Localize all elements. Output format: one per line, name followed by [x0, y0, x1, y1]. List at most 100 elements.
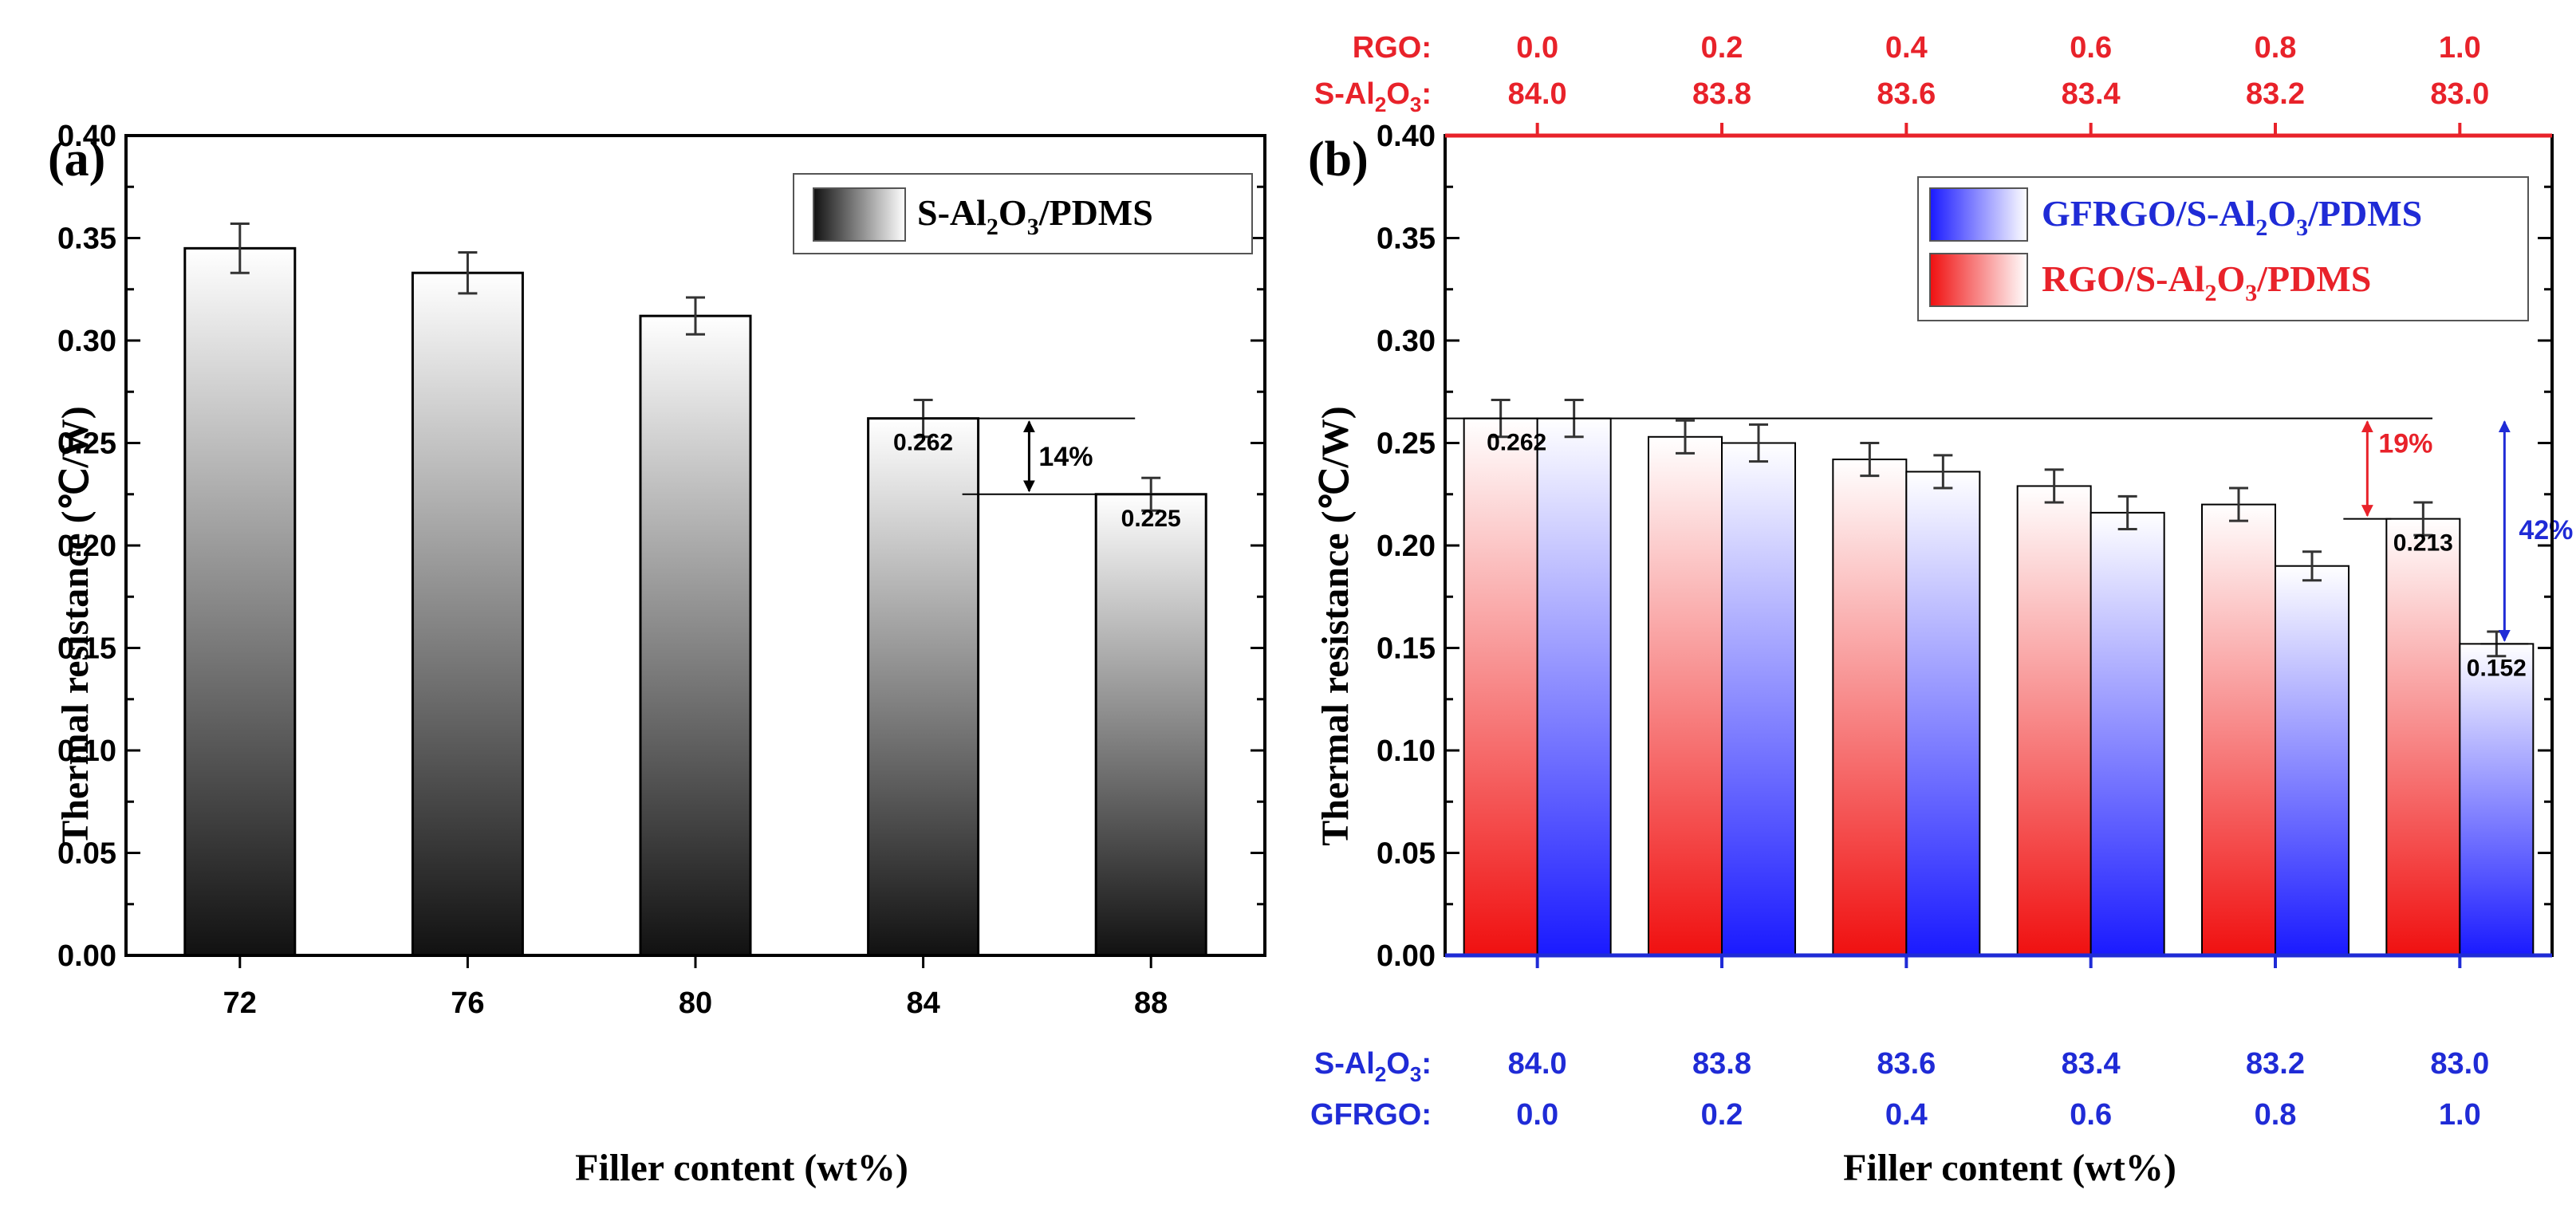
legend-label-gfrgo: GFRGO/S-Al2O3/PDMS — [2042, 193, 2422, 241]
bar-series-s-al2o3-pdms — [183, 246, 1207, 957]
b-ytick-label: 0.30 — [1377, 325, 1436, 358]
annotation-panel-a: 0.262 0.225 14% — [868, 417, 1207, 532]
bar-s-al2o3-pdms-84 — [867, 417, 980, 957]
legend-label-s-al2o3-pdms: S-Al2O3/PDMS — [917, 192, 1153, 240]
bar-rgo-s-al2o3-pdms-2 — [1832, 459, 1908, 956]
a-ytick-label: 0.00 — [57, 939, 116, 973]
bar-gfrgo-s-al2o3-pdms-3 — [2090, 511, 2165, 956]
b-ytick-label: 0.15 — [1377, 632, 1436, 666]
bottom-tick-s-al2o3: 83.2 — [2246, 1047, 2305, 1081]
y-axis-title-a: Thermal resistance (℃/W) — [54, 406, 97, 846]
error-bars-panel-b — [1491, 399, 2507, 658]
plot-frame-panel-a — [124, 134, 1266, 957]
y-axis-title-b: Thermal resistance (℃/W) — [1314, 406, 1357, 846]
top-axis-row-label-s-al2o3: S-Al2O3: — [1314, 77, 1432, 116]
a-ytick-label: 0.15 — [57, 632, 116, 666]
top-tick-s-al2o3: 84.0 — [1508, 77, 1567, 111]
y-axis-ticks-panel-a: 0.00 0.05 0.10 0.15 0.20 0.25 0.30 0.35 0.40 — [57, 120, 1265, 973]
y-axis-ticks-panel-b: 0.00 0.05 0.10 0.15 0.20 0.25 0.30 0.35 0.40 — [1377, 120, 2552, 973]
xtick-label-72: 72 — [223, 986, 257, 1020]
bottom-tick-s-al2o3: 83.0 — [2430, 1047, 2489, 1081]
bottom-tick-gfrgo: 0.0 — [1516, 1098, 1558, 1132]
bottom-tick-gfrgo: 0.8 — [2255, 1098, 2297, 1132]
bottom-axis-ticks-panel-b: 84.0 0.0 83.8 0.2 83.6 0.4 83.4 0.6 83.2 0.8 83.0 1… — [1508, 955, 2489, 1132]
x-axis-title-b: Filler content (wt%) — [1843, 1147, 2176, 1189]
b-ytick-label: 0.05 — [1377, 837, 1436, 871]
top-tick-rgo: 0.6 — [2070, 31, 2112, 65]
bar-rgo-s-al2o3-pdms-5 — [2385, 518, 2461, 956]
bottom-tick-gfrgo: 0.6 — [2070, 1098, 2112, 1132]
a-ytick-label: 0.20 — [57, 530, 116, 563]
xtick-label-88: 88 — [1134, 986, 1168, 1020]
data-label-0-262: 0.262 — [1487, 430, 1546, 456]
bar-s-al2o3-pdms-76 — [411, 271, 524, 957]
data-label-0-225: 0.225 — [1121, 506, 1181, 532]
panel-label-b: (b) — [1308, 132, 1369, 187]
bottom-tick-s-al2o3: 83.6 — [1877, 1047, 1936, 1081]
top-axis-ticks-panel-b: 0.0 84.0 0.2 83.8 0.4 83.6 0.6 83.4 0.8 83.2 1.0 83… — [1508, 31, 2489, 136]
bottom-tick-s-al2o3: 84.0 — [1508, 1047, 1567, 1081]
bar-gfrgo-s-al2o3-pdms-1 — [1721, 442, 1796, 956]
a-ytick-label: 0.35 — [57, 222, 116, 256]
top-tick-s-al2o3: 83.6 — [1877, 77, 1936, 111]
b-ytick-label: 0.10 — [1377, 734, 1436, 768]
data-label-0-262: 0.262 — [893, 430, 953, 456]
legend-panel-a: S-Al2O3/PDMS — [793, 173, 1253, 254]
top-tick-rgo: 1.0 — [2439, 31, 2481, 65]
percent-label-14: 14% — [1038, 442, 1093, 472]
a-ytick-label: 0.40 — [57, 120, 116, 153]
bar-gfrgo-s-al2o3-pdms-4 — [2275, 565, 2350, 956]
percent-label-19: 19% — [2378, 429, 2432, 459]
bar-rgo-s-al2o3-pdms-4 — [2201, 503, 2276, 956]
b-ytick-label: 0.00 — [1377, 939, 1436, 973]
bar-rgo-s-al2o3-pdms-3 — [2016, 485, 2092, 956]
annotation-panel-b: 0.262 0.213 0.152 19% 42% — [1445, 417, 2573, 681]
bottom-tick-gfrgo: 0.4 — [1885, 1098, 1928, 1132]
b-ytick-label: 0.25 — [1377, 427, 1436, 461]
bar-series-panel-b — [1463, 417, 2535, 956]
legend-panel-b: GFRGO/S-Al2O3/PDMS RGO/S-Al2O3/PDMS — [1917, 176, 2529, 321]
legend-swatch-gfrgo — [1929, 187, 2028, 242]
b-ytick-label: 0.40 — [1377, 120, 1436, 153]
bar-s-al2o3-pdms-88 — [1094, 493, 1207, 957]
legend-label-rgo: RGO/S-Al2O3/PDMS — [2042, 258, 2371, 306]
bar-s-al2o3-pdms-72 — [183, 246, 297, 957]
bottom-tick-s-al2o3: 83.8 — [1692, 1047, 1751, 1081]
panel-label-a: (a) — [48, 132, 105, 187]
bar-gfrgo-s-al2o3-pdms-0 — [1536, 417, 1612, 956]
b-ytick-label: 0.35 — [1377, 222, 1436, 256]
xtick-label-80: 80 — [679, 986, 712, 1020]
bar-rgo-s-al2o3-pdms-1 — [1648, 435, 1723, 956]
legend-swatch-s-al2o3-pdms — [813, 187, 906, 242]
bar-rgo-s-al2o3-pdms-0 — [1463, 417, 1538, 956]
bar-s-al2o3-pdms-80 — [639, 314, 752, 957]
a-ytick-label: 0.05 — [57, 837, 116, 871]
a-ytick-label: 0.25 — [57, 427, 116, 461]
a-ytick-label: 0.10 — [57, 734, 116, 768]
percent-label-42: 42% — [2519, 515, 2573, 545]
a-ytick-label: 0.30 — [57, 325, 116, 358]
top-tick-rgo: 0.2 — [1701, 31, 1743, 65]
x-axis-ticks-panel-a: 72 76 80 84 88 — [223, 955, 1168, 1020]
b-ytick-label: 0.20 — [1377, 530, 1436, 563]
bottom-axis-row-label-gfrgo: GFRGO: — [1310, 1098, 1432, 1132]
xtick-label-84: 84 — [906, 986, 939, 1020]
bottom-axis-row-label-s-al2o3: S-Al2O3: — [1314, 1047, 1432, 1086]
top-tick-s-al2o3: 83.0 — [2430, 77, 2489, 111]
legend-swatch-rgo — [1929, 253, 2028, 307]
top-tick-rgo: 0.0 — [1516, 31, 1558, 65]
xtick-label-76: 76 — [451, 986, 484, 1020]
x-axis-title-a: Filler content (wt%) — [575, 1147, 908, 1189]
top-axis-row-label-rgo: RGO: — [1353, 31, 1432, 65]
bar-gfrgo-s-al2o3-pdms-2 — [1905, 471, 1981, 956]
data-label-0-213: 0.213 — [2393, 530, 2453, 557]
bar-gfrgo-s-al2o3-pdms-5 — [2459, 643, 2535, 956]
top-tick-s-al2o3: 83.2 — [2246, 77, 2305, 111]
top-tick-s-al2o3: 83.4 — [2062, 77, 2121, 111]
data-label-0-152: 0.152 — [2467, 655, 2527, 681]
bottom-tick-s-al2o3: 83.4 — [2062, 1047, 2121, 1081]
top-tick-s-al2o3: 83.8 — [1692, 77, 1751, 111]
